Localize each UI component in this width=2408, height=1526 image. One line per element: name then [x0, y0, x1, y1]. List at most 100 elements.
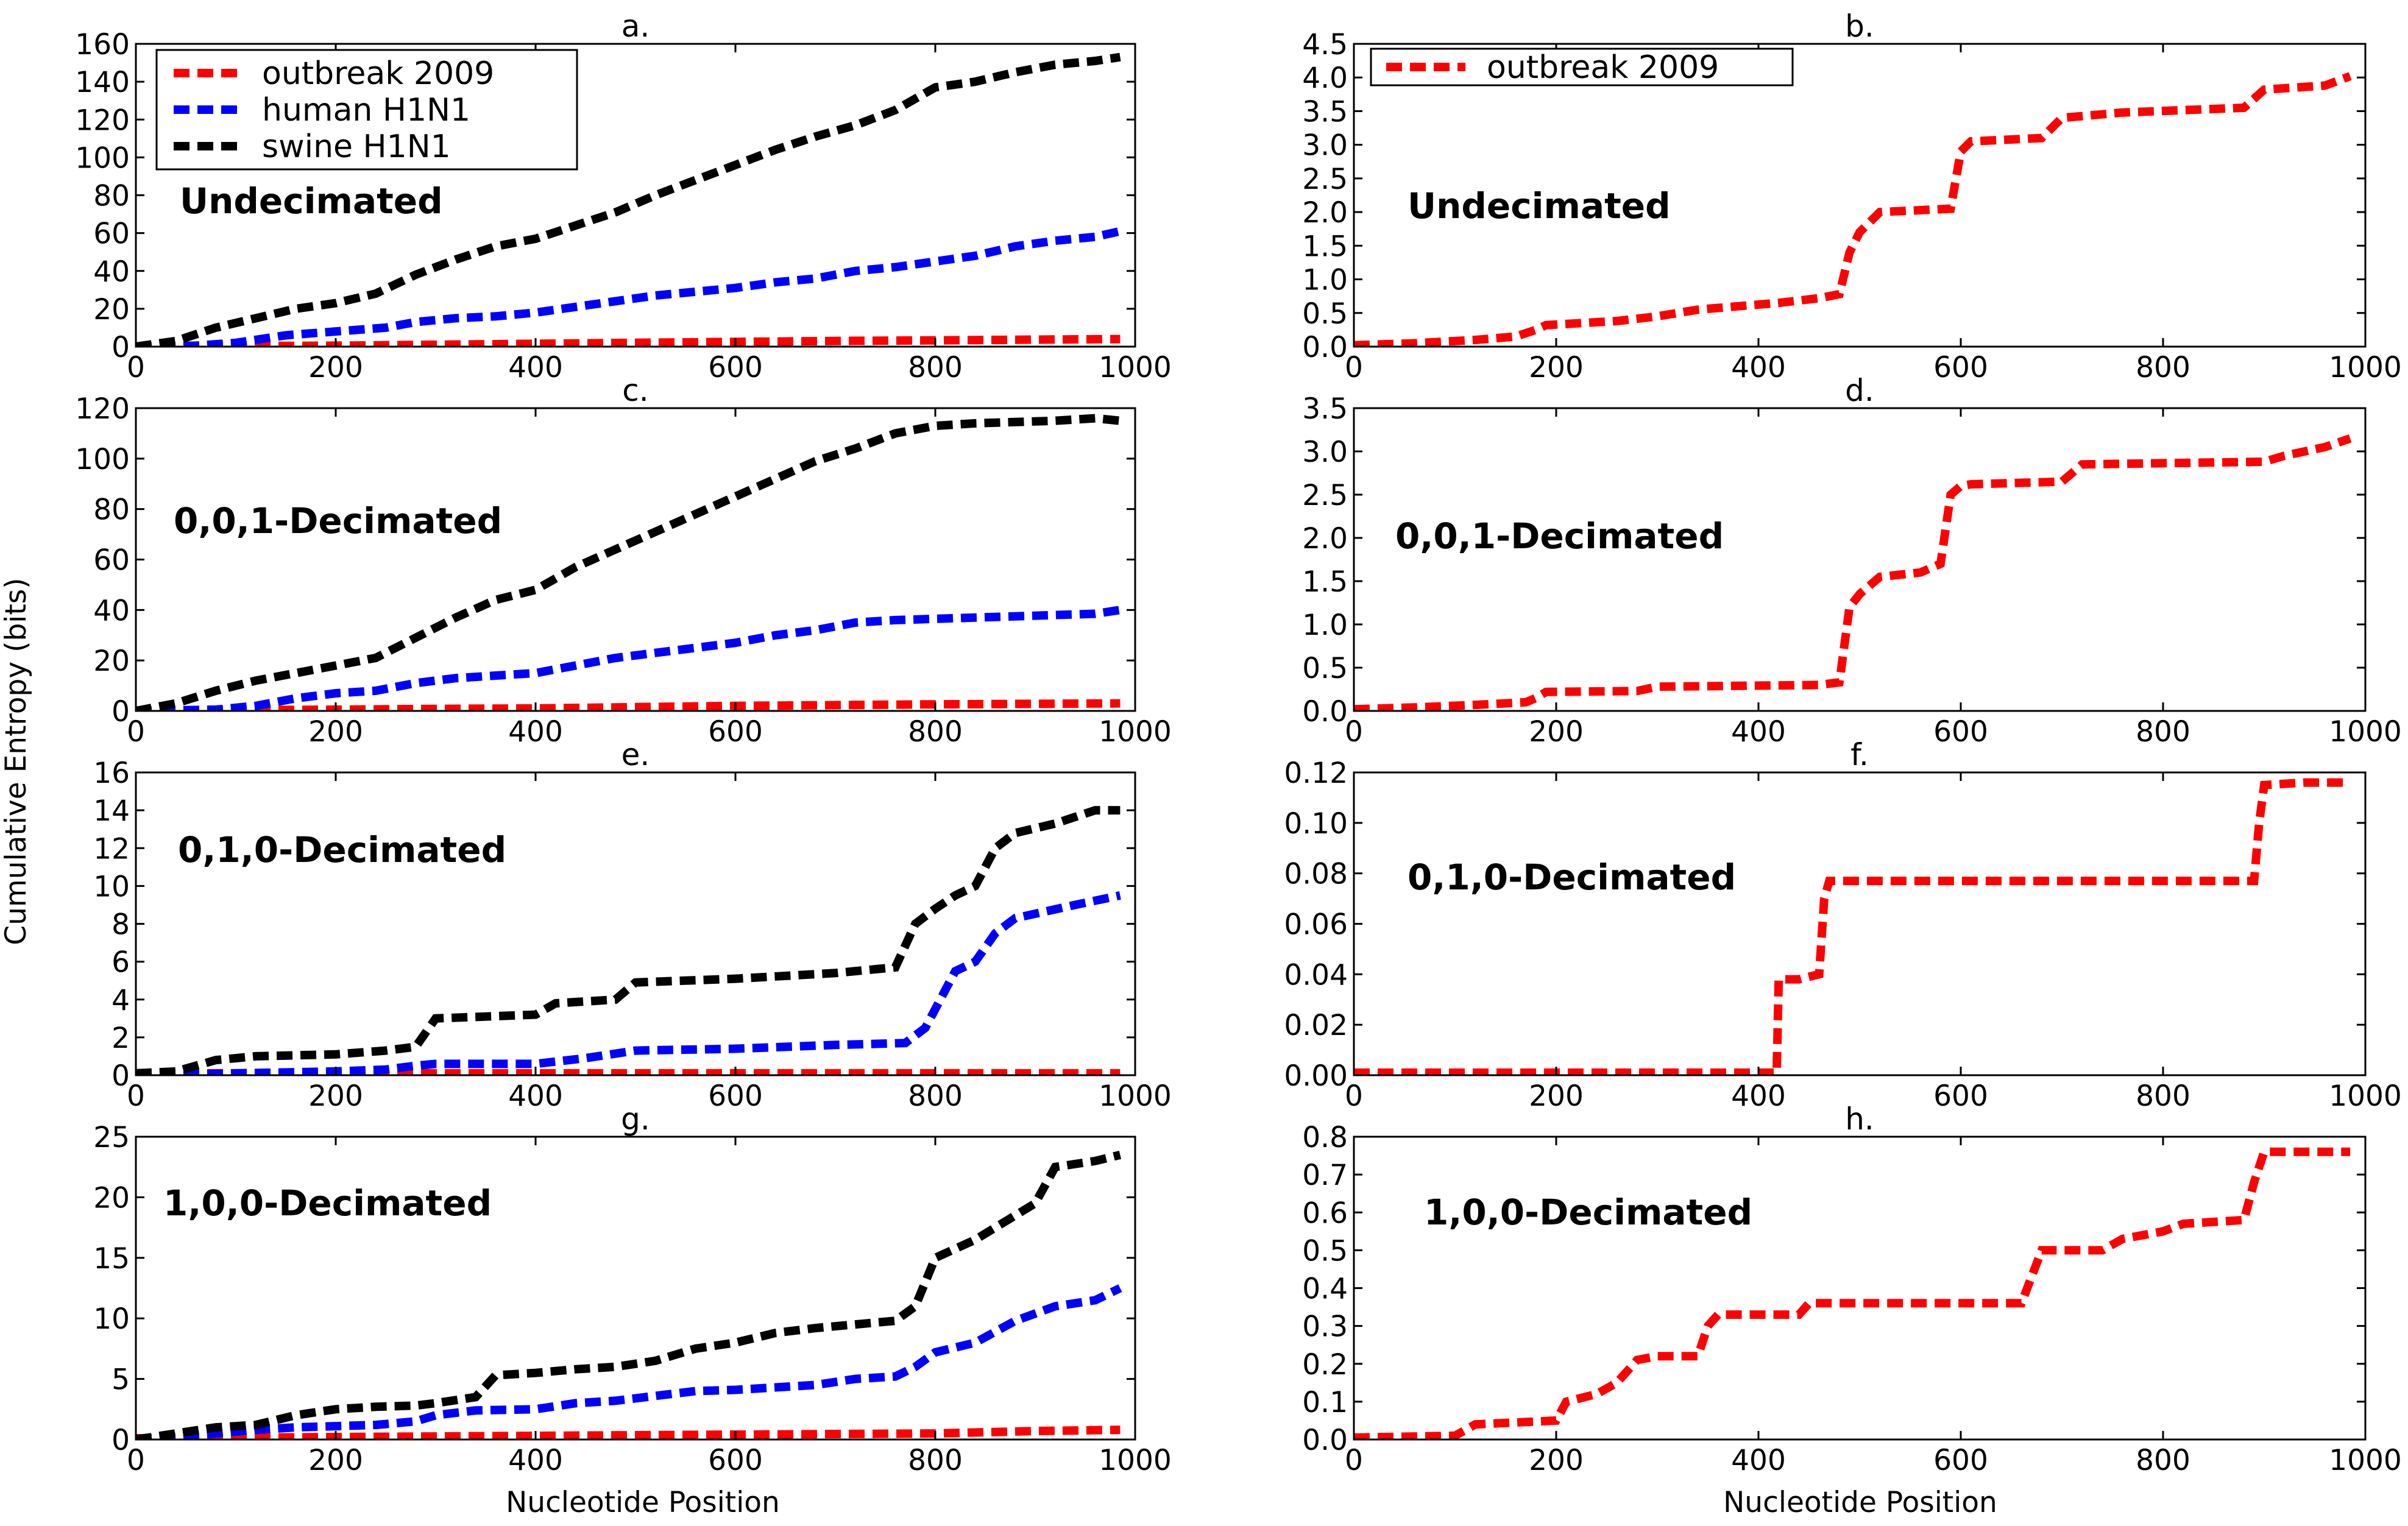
x-tick-label: 800 — [908, 715, 963, 749]
y-tick-label: 3.0 — [1302, 436, 1348, 469]
y-tick-label: 20 — [93, 645, 130, 678]
panel-title-c: c. — [622, 373, 648, 408]
y-tick-label: 1.0 — [1302, 609, 1348, 642]
y-tick-label: 2.0 — [1302, 196, 1348, 230]
panel-f: 0 200 400 600 800 1000 0.00 0.02 0.04 0.06 0.08 0.1… — [1284, 737, 2401, 1113]
x-tick-label: 1000 — [2329, 351, 2402, 384]
y-tick-label: 1.5 — [1302, 230, 1348, 263]
x-tick-label: 200 — [1529, 1444, 1584, 1477]
y-tick-label: 8 — [112, 908, 130, 942]
panel-c: 0 200 400 600 800 1000 0 20 40 60 80 100 120 c. 0,0,1-… — [75, 373, 1172, 749]
panel-title-e: e. — [621, 737, 650, 772]
x-tick-label: 0 — [127, 715, 145, 749]
panel-annotation-d: 0,0,1-Decimated — [1395, 515, 1724, 557]
x-tick-label: 800 — [2136, 715, 2190, 749]
y-tick-label: 0.0 — [1302, 1424, 1348, 1457]
y-tick-label: 100 — [75, 443, 130, 476]
x-tick-label: 1000 — [1099, 1444, 1172, 1477]
y-tick-label: 10 — [93, 870, 130, 903]
panel-annotation-a: Undecimated — [180, 180, 443, 222]
x-tick-label: 0 — [127, 1079, 145, 1113]
legend-entry-label: outbreak 2009 — [262, 55, 494, 92]
x-tick-label: 200 — [308, 715, 363, 749]
x-tick-label: 200 — [1529, 1079, 1584, 1113]
panel-annotation-b: Undecimated — [1408, 185, 1671, 227]
panel-d: 0 200 400 600 800 1000 0.0 0.5 1.0 1.5 2.0 2.5 3.0 3.… — [1302, 373, 2402, 749]
series-line-g-human-h1n1 — [136, 1284, 1122, 1439]
y-tick-label: 1.5 — [1302, 565, 1348, 599]
y-tick-label: 0.04 — [1284, 958, 1348, 992]
y-tick-label: 2.5 — [1302, 479, 1348, 512]
y-tick-label: 3.5 — [1302, 392, 1348, 426]
panel-annotation-e: 0,1,0-Decimated — [178, 829, 506, 871]
y-tick-label: 5 — [112, 1363, 130, 1397]
y-tick-label: 6 — [112, 946, 130, 980]
panel-title-g: g. — [621, 1101, 650, 1137]
x-tick-label: 0 — [1345, 715, 1363, 749]
y-tick-label: 0.1 — [1302, 1386, 1348, 1419]
y-tick-label: 100 — [75, 141, 130, 175]
y-tick-label: 4 — [112, 984, 130, 1017]
series-line-b-outbreak-2009 — [1354, 72, 2352, 347]
series-line-a-human-h1n1 — [136, 227, 1121, 347]
y-tick-label: 0 — [112, 331, 130, 364]
y-tick-label: 3.5 — [1302, 95, 1348, 129]
x-tick-label: 200 — [308, 1444, 363, 1477]
series-line-a-swine-h1n1 — [136, 52, 1121, 347]
y-tick-label: 140 — [75, 66, 130, 99]
y-tick-label: 3.0 — [1302, 129, 1348, 163]
x-tick-label: 400 — [1731, 1444, 1786, 1477]
y-tick-label: 0.5 — [1302, 297, 1348, 331]
panel-e: 0 200 400 600 800 1000 0 2 4 6 8 10 12 14 16 e. 0,1,0-De… — [93, 737, 1172, 1113]
series-line-f-outbreak-2009 — [1354, 778, 2351, 1075]
panel-title-b: b. — [1845, 9, 1874, 44]
y-tick-label: 0 — [112, 1424, 130, 1457]
series-line-e-swine-h1n1 — [136, 806, 1121, 1075]
x-tick-label: 200 — [308, 351, 363, 384]
x-axis-label-right: Nucleotide Position — [1723, 1486, 1997, 1519]
x-tick-label: 600 — [708, 1444, 763, 1477]
x-tick-label: 800 — [908, 1079, 963, 1113]
y-tick-label: 60 — [93, 217, 130, 251]
legend-entry-label: human H1N1 — [262, 92, 470, 129]
y-tick-label: 0.2 — [1302, 1348, 1348, 1382]
y-tick-label: 40 — [93, 255, 130, 289]
panel-annotation-c: 0,0,1-Decimated — [174, 500, 502, 542]
y-tick-label: 0.4 — [1302, 1273, 1348, 1306]
y-tick-label: 2.5 — [1302, 163, 1348, 196]
x-tick-label: 600 — [1933, 1444, 1988, 1477]
panel-a: 0 200 400 600 800 1000 0 20 40 60 80 100 120 140 160 a.… — [75, 9, 1172, 384]
x-tick-label: 1000 — [1099, 351, 1172, 384]
x-tick-label: 400 — [508, 351, 563, 384]
y-tick-label: 80 — [93, 180, 130, 213]
y-tick-label: 2 — [112, 1022, 130, 1055]
x-tick-label: 0 — [127, 351, 145, 384]
y-tick-label: 1.0 — [1302, 264, 1348, 297]
y-tick-label: 160 — [75, 28, 130, 62]
y-tick-label: 0.5 — [1302, 652, 1348, 685]
y-tick-label: 15 — [93, 1242, 130, 1276]
legend-b: outbreak 2009 — [1370, 48, 1794, 87]
panel-title-h: h. — [1845, 1101, 1874, 1137]
y-tick-label: 0.0 — [1302, 331, 1348, 364]
panel-h: 0 200 400 600 800 1000 0.0 0.1 0.2 0.3 0.4 0.5 0.6 0.… — [1302, 1101, 2402, 1477]
y-tick-label: 20 — [93, 293, 130, 327]
x-tick-label: 600 — [1933, 715, 1988, 749]
x-tick-label: 0 — [1345, 1444, 1363, 1477]
x-axis-label-left: Nucleotide Position — [506, 1486, 780, 1519]
x-tick-label: 0 — [1345, 1079, 1363, 1113]
x-tick-label: 400 — [1731, 351, 1786, 384]
series-line-c-human-h1n1 — [136, 606, 1121, 711]
y-tick-label: 0 — [112, 695, 130, 729]
y-tick-label: 0.02 — [1284, 1009, 1348, 1042]
series-line-c-swine-h1n1 — [136, 414, 1121, 711]
y-tick-label: 2.0 — [1302, 522, 1348, 556]
x-tick-label: 800 — [2136, 1079, 2190, 1113]
x-tick-label: 1000 — [2329, 715, 2402, 749]
y-tick-label: 0.10 — [1284, 807, 1348, 841]
y-tick-label: 14 — [93, 794, 130, 828]
plot-frame-b — [1353, 43, 2367, 348]
y-tick-label: 0.7 — [1302, 1159, 1348, 1192]
y-tick-label: 0.0 — [1302, 695, 1348, 729]
x-tick-label: 1000 — [1099, 1079, 1172, 1113]
